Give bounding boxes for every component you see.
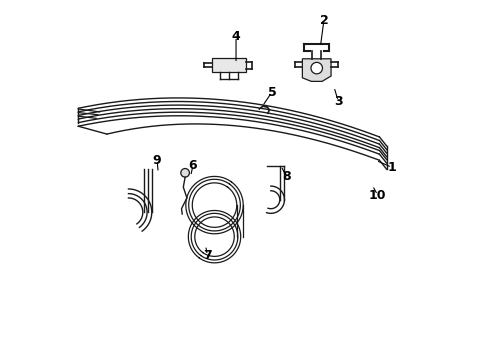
Text: 6: 6 [189, 159, 197, 172]
Bar [212, 58, 246, 72]
Circle shape [311, 62, 322, 74]
Text: 3: 3 [334, 95, 343, 108]
Text: 8: 8 [282, 170, 291, 183]
Text: 10: 10 [369, 189, 387, 202]
Text: 4: 4 [232, 30, 241, 43]
Text: 9: 9 [153, 154, 161, 167]
Text: 7: 7 [203, 249, 212, 262]
Text: 2: 2 [319, 14, 328, 27]
Polygon shape [302, 59, 331, 81]
Text: 5: 5 [268, 86, 276, 99]
Text: 1: 1 [388, 161, 396, 174]
Circle shape [181, 168, 190, 177]
